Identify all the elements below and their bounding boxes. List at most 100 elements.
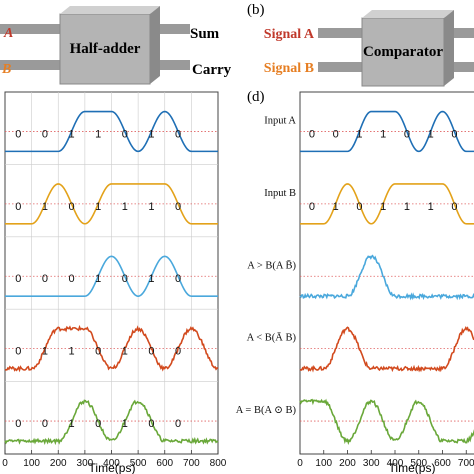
series-line-cyan <box>5 255 218 297</box>
output-label-carry: Carry <box>192 62 232 78</box>
bit-label: 1 <box>122 346 128 358</box>
x-tick-label: 600 <box>156 458 173 469</box>
bit-label: 1 <box>69 418 75 430</box>
bit-label: 1 <box>380 201 386 213</box>
comparator-thresholds <box>300 131 474 422</box>
comparator-x-axis-label: Time(ps) <box>389 461 436 474</box>
bit-label: 0 <box>333 128 339 140</box>
output-label-sum: Sum <box>190 26 220 42</box>
series-line-cyan <box>299 254 474 301</box>
x-tick-label: 400 <box>387 458 404 469</box>
x-tick-label: 600 <box>434 458 451 469</box>
output-wire-carry <box>150 60 190 70</box>
bit-label: 1 <box>69 128 75 140</box>
comparator-output-wire-2 <box>444 62 474 72</box>
input-wire-a <box>0 24 60 34</box>
series-line-green <box>299 398 474 445</box>
bit-label: 1 <box>95 128 101 140</box>
bit-label: 1 <box>95 201 101 213</box>
half-adder-diagram: Half-adder A B Sum Carry <box>0 6 232 85</box>
x-tick-label: 100 <box>315 458 332 469</box>
bit-label: 0 <box>122 128 128 140</box>
comparator-bit-labels: 0 0 1 1 0 1 0 0 1 0 1 1 1 0 <box>309 128 458 212</box>
series-line-red <box>299 326 474 373</box>
bit-label: 1 <box>122 201 128 213</box>
comparator-row-labels: Input A Input B A > B(A B̄) A < B(Ā B) A = B… <box>236 115 297 416</box>
half-adder-box-top <box>60 6 160 14</box>
bit-label: 1 <box>148 201 154 213</box>
bit-label: 1 <box>428 201 434 213</box>
bit-label: 0 <box>451 201 457 213</box>
bit-label: 1 <box>42 201 48 213</box>
bit-label: 0 <box>122 273 128 285</box>
bit-label: 0 <box>148 346 154 358</box>
x-tick-label: 100 <box>23 458 40 469</box>
bit-label: 0 <box>356 201 362 213</box>
half-adder-label: Half-adder <box>70 41 141 57</box>
bit-label: 0 <box>309 128 315 140</box>
input-label-b: B <box>1 62 11 77</box>
x-tick-label: 300 <box>363 458 380 469</box>
bit-label: 1 <box>380 128 386 140</box>
signal-a-label: Signal A <box>264 27 315 42</box>
row-label: Input A <box>264 115 296 126</box>
half-adder-grid <box>5 92 218 454</box>
signal-b-label: Signal B <box>264 61 314 76</box>
comparator-output-wire-1 <box>444 28 474 38</box>
bit-label: 1 <box>333 201 339 213</box>
bit-label: 1 <box>148 273 154 285</box>
comparator-diagram: (b) Comparator Signal A Signal B <box>247 2 474 87</box>
x-tick-label: 200 <box>339 458 356 469</box>
bit-label: 0 <box>404 128 410 140</box>
bit-label: 0 <box>148 418 154 430</box>
series-line-red <box>4 324 219 373</box>
series-line-orange <box>5 183 218 225</box>
x-tick-label: 0 <box>2 458 8 469</box>
bit-label: 0 <box>95 346 101 358</box>
half-adder-x-ticks: 0 100 200 300 400 500 600 700 800 <box>2 450 227 469</box>
series-line-orange <box>300 183 474 225</box>
half-adder-thresholds <box>5 131 218 422</box>
series-line-blue <box>5 110 218 153</box>
x-tick-label: 200 <box>50 458 67 469</box>
bit-label: 1 <box>95 273 101 285</box>
bit-label: 0 <box>175 418 181 430</box>
bit-label: 1 <box>69 346 75 358</box>
comparator-box-top <box>362 10 454 18</box>
bit-label: 1 <box>122 418 128 430</box>
row-label: A < B(Ā B) <box>247 333 297 344</box>
bit-label: 0 <box>69 273 75 285</box>
x-tick-label: 500 <box>130 458 147 469</box>
row-label: A = B(A ⊙ B) <box>236 405 297 416</box>
series-line-green <box>4 399 219 446</box>
bit-label: 0 <box>42 273 48 285</box>
bit-label: 0 <box>309 201 315 213</box>
bit-label: 0 <box>15 418 21 430</box>
half-adder-plot: 0 0 1 1 0 1 00 1 0 1 1 1 00 0 0 1 0 1 00 1 1 0 1 0 00 0 1 0 1 0 0 0 100… <box>2 91 227 474</box>
x-tick-label: 300 <box>77 458 94 469</box>
bit-label: 0 <box>451 128 457 140</box>
bit-label: 0 <box>42 418 48 430</box>
x-tick-label: 400 <box>103 458 120 469</box>
output-wire-sum <box>150 24 190 34</box>
panel-tag-d: (d) <box>247 89 265 105</box>
x-tick-label: 700 <box>183 458 200 469</box>
bit-label: 0 <box>15 273 21 285</box>
comparator-box-side <box>444 10 454 86</box>
comparator-input-wire-b <box>318 62 362 72</box>
half-adder-traces <box>4 110 219 446</box>
bit-label: 0 <box>95 418 101 430</box>
panel-tag-b: (b) <box>247 2 265 18</box>
bit-label: 0 <box>69 201 75 213</box>
bit-label: 1 <box>148 128 154 140</box>
bit-label: 0 <box>15 346 21 358</box>
x-tick-label: 800 <box>210 458 227 469</box>
input-label-a: A <box>3 26 13 41</box>
bit-label: 0 <box>42 128 48 140</box>
comparator-input-wire-a <box>318 28 362 38</box>
input-wire-b <box>0 60 60 70</box>
half-adder-box-side <box>150 6 160 84</box>
